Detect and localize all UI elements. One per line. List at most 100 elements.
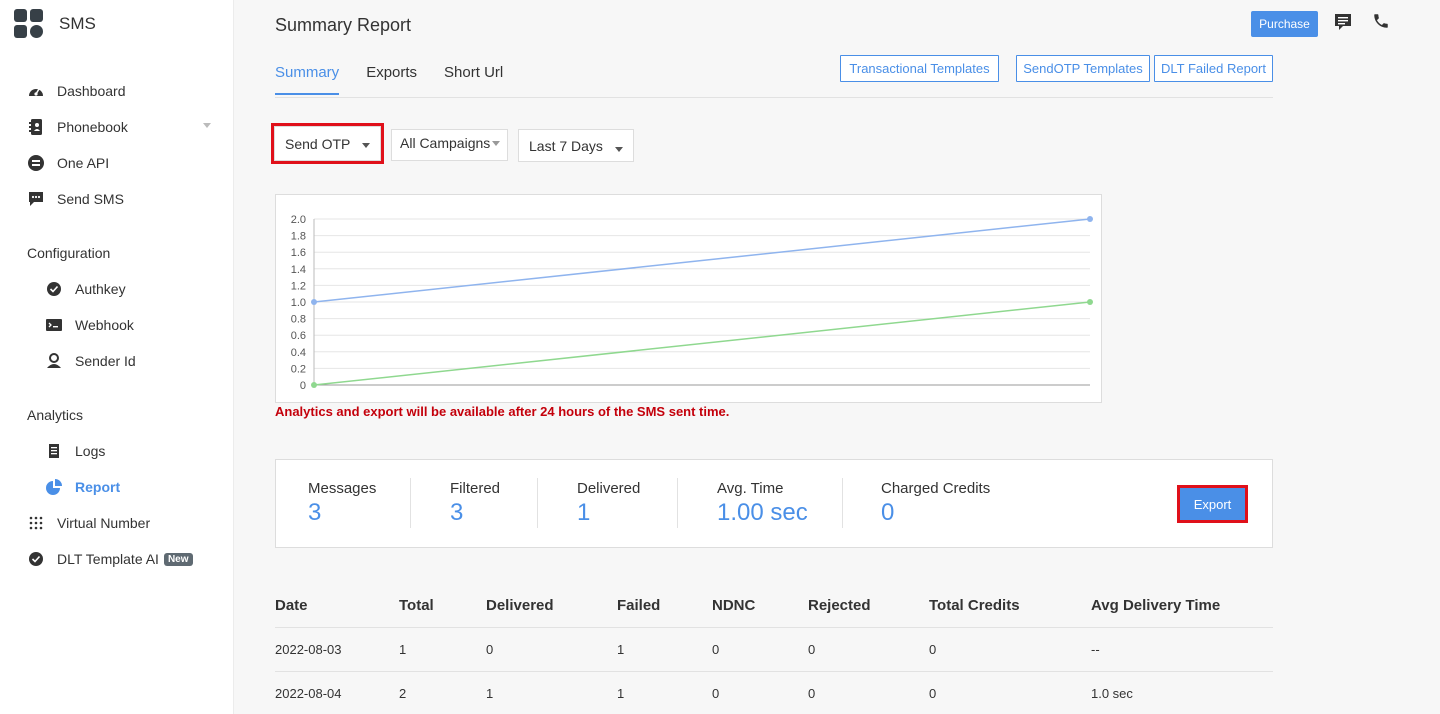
table-cell: 0 xyxy=(929,686,937,701)
y-tick-label: 2.0 xyxy=(291,214,306,226)
transactional-templates-button[interactable]: Transactional Templates xyxy=(840,55,999,82)
series-point-1 xyxy=(1087,299,1093,305)
service-select-value: Send OTP xyxy=(285,135,351,152)
dlt-failed-report-button[interactable]: DLT Failed Report xyxy=(1154,55,1273,82)
section-analytics: Analytics xyxy=(27,407,84,423)
table-cell: 1 xyxy=(399,642,407,657)
chart-canvas: 0 0.2 0.4 0.6 0.8 1.0 1.2 1.4 1.6 1.8 2.0 xyxy=(291,214,1093,392)
stat-divider xyxy=(677,478,678,528)
chevron-down-icon[interactable] xyxy=(203,123,211,128)
chevron-down-icon xyxy=(492,141,500,146)
message-list-icon[interactable] xyxy=(1334,12,1354,32)
series-point-0 xyxy=(1087,216,1093,222)
stat-label: Messages xyxy=(308,480,377,497)
sidebar-item-label: One API xyxy=(57,155,110,171)
sidebar-item-label: Sender Id xyxy=(75,353,136,369)
stat-charged-credits: Charged Credits 0 xyxy=(881,480,990,527)
sidebar-item-label: DLT Template AI xyxy=(57,551,159,567)
chevron-down-icon xyxy=(615,147,623,152)
stat-delivered: Delivered 1 xyxy=(577,480,640,527)
chevron-down-icon xyxy=(362,143,370,148)
table-cell: 1.0 sec xyxy=(1091,686,1133,701)
stat-messages: Messages 3 xyxy=(308,480,376,527)
stat-label: Charged Credits xyxy=(881,480,991,497)
api-icon xyxy=(27,154,45,172)
table-cell: 1 xyxy=(617,686,625,701)
y-tick-label: 1.0 xyxy=(291,297,306,309)
service-select[interactable]: Send OTP xyxy=(271,123,384,164)
logs-icon xyxy=(45,442,63,460)
sidebar-item-phonebook[interactable]: Phonebook xyxy=(27,117,128,137)
stat-value: 1.00 sec xyxy=(717,499,808,526)
column-header: Date xyxy=(275,597,308,614)
tab-exports[interactable]: Exports xyxy=(366,64,418,81)
sidebar-item-one-api[interactable]: One API xyxy=(27,153,109,173)
y-tick-label: 0 xyxy=(300,380,306,392)
table-cell: 2 xyxy=(399,686,407,701)
date-range-select-value: Last 7 Days xyxy=(529,137,603,154)
sidebar-item-report[interactable]: Report xyxy=(45,477,120,497)
sidebar-item-label: Dashboard xyxy=(57,83,126,99)
sidebar-item-virtual-number[interactable]: Virtual Number xyxy=(27,513,150,533)
chat-icon xyxy=(27,190,45,208)
date-range-select[interactable]: Last 7 Days xyxy=(518,129,634,162)
sidebar-item-label: Report xyxy=(75,479,121,495)
sidebar-item-label: Phonebook xyxy=(57,119,128,135)
y-tick-label: 1.4 xyxy=(291,264,306,276)
phone-icon[interactable] xyxy=(1372,12,1392,32)
brand[interactable]: SMS xyxy=(14,9,96,39)
stat-divider xyxy=(410,478,411,528)
app-logo-icon xyxy=(14,9,44,39)
campaigns-select[interactable]: All Campaigns xyxy=(391,129,508,161)
sidebar-item-authkey[interactable]: Authkey xyxy=(45,279,126,299)
table-cell: 0 xyxy=(808,642,816,657)
column-header: Failed xyxy=(617,597,661,614)
y-tick-label: 1.8 xyxy=(291,231,306,243)
purchase-button[interactable]: Purchase xyxy=(1251,11,1318,37)
sidebar-item-webhook[interactable]: Webhook xyxy=(45,315,134,335)
table-header-row: Date Total Delivered Failed NDNC Rejecte… xyxy=(275,585,1273,628)
sidebar-item-logs[interactable]: Logs xyxy=(45,441,105,461)
sendotp-templates-button[interactable]: SendOTP Templates xyxy=(1016,55,1150,82)
y-tick-label: 1.2 xyxy=(291,280,306,292)
sidebar-item-send-sms[interactable]: Send SMS xyxy=(27,189,124,209)
stat-label: Delivered xyxy=(577,480,641,497)
sidebar-item-sender-id[interactable]: Sender Id xyxy=(45,351,136,371)
user-id-icon xyxy=(45,352,63,370)
table-row: 2022-08-04 2 1 1 0 0 0 1.0 sec xyxy=(275,672,1273,714)
campaigns-select-value: All Campaigns xyxy=(400,135,491,151)
series-point-1 xyxy=(311,382,317,388)
section-configuration: Configuration xyxy=(27,245,111,261)
export-button[interactable]: Export xyxy=(1177,485,1248,523)
stat-value: 0 xyxy=(881,499,895,526)
column-header: NDNC xyxy=(712,597,756,614)
y-tick-label: 0.8 xyxy=(291,314,306,326)
column-header: Total xyxy=(399,597,434,614)
y-tick-label: 0.2 xyxy=(291,363,306,375)
column-header: Avg Delivery Time xyxy=(1091,597,1221,614)
summary-stats: Messages 3 Filtered 3 Delivered 1 Avg. T… xyxy=(275,459,1273,548)
stat-filtered: Filtered 3 xyxy=(450,480,500,527)
sidebar: SMS Dashboard Phonebook One API Send SMS… xyxy=(0,0,234,714)
series-point-0 xyxy=(311,299,317,305)
sidebar-item-label: Webhook xyxy=(75,317,134,333)
table-cell: -- xyxy=(1091,642,1100,657)
check-badge-icon xyxy=(27,550,45,568)
column-header: Rejected xyxy=(808,597,871,614)
tabs-divider xyxy=(275,97,1273,98)
stat-divider xyxy=(537,478,538,528)
y-tick-label: 0.6 xyxy=(291,330,306,342)
tab-bar: Summary Exports Short Url xyxy=(275,64,530,95)
page-title: Summary Report xyxy=(275,15,412,35)
phonebook-icon xyxy=(27,118,45,136)
table-cell: 2022-08-04 xyxy=(275,686,342,701)
sidebar-item-dlt-template-ai[interactable]: DLT Template AI New xyxy=(27,549,193,569)
sidebar-item-dashboard[interactable]: Dashboard xyxy=(27,81,126,101)
tab-short-url[interactable]: Short Url xyxy=(444,64,504,81)
stat-avg-time: Avg. Time 1.00 sec xyxy=(717,480,808,527)
tab-summary[interactable]: Summary xyxy=(275,64,340,95)
table-cell: 0 xyxy=(712,642,720,657)
table-cell: 1 xyxy=(486,686,494,701)
app-name: SMS xyxy=(59,14,96,33)
table-cell: 0 xyxy=(712,686,720,701)
